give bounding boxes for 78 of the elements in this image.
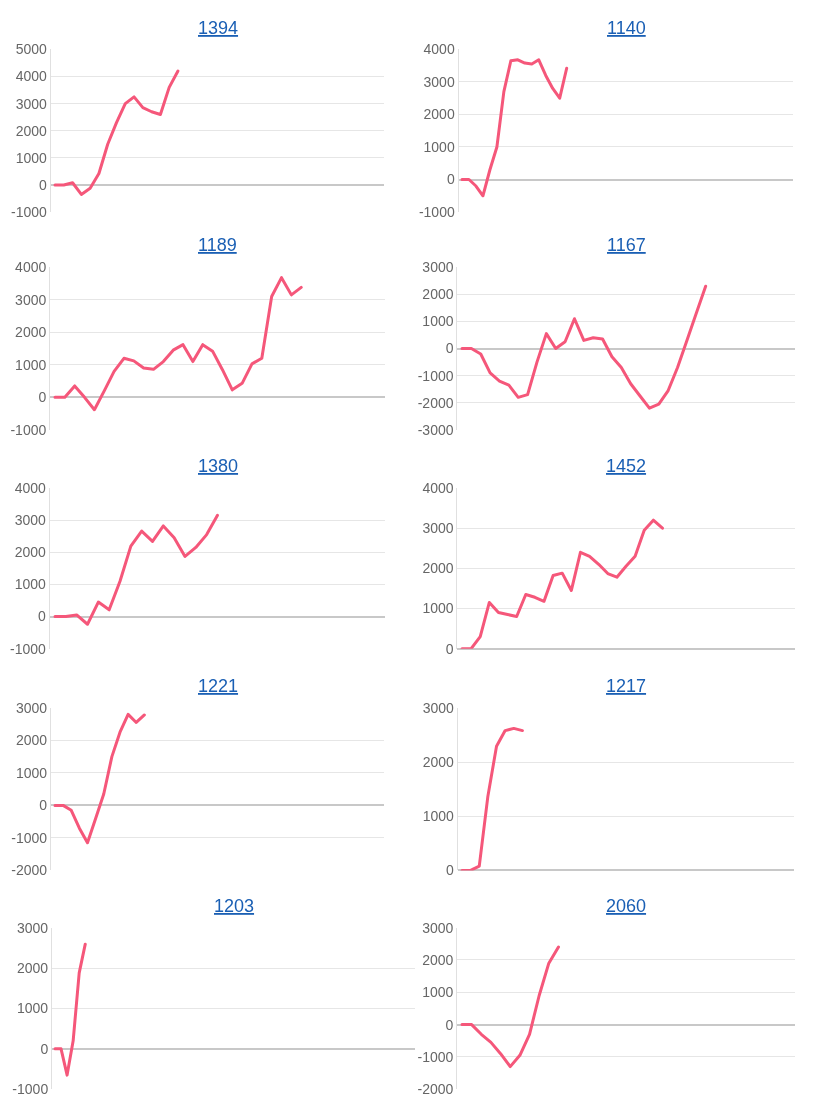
y-tick-label: 1000 [15, 149, 48, 166]
y-tick-label: 0 [39, 176, 48, 193]
y-tick-label: 0 [39, 797, 48, 814]
y-tick-label: 3000 [17, 919, 49, 936]
y-tick-label: -1000 [417, 367, 454, 384]
line-series [460, 945, 560, 1069]
line-series [460, 518, 664, 649]
y-tick-label: -1000 [12, 1081, 49, 1098]
y-tick-label: 3000 [422, 919, 454, 936]
chart-title: 1394 [198, 18, 239, 38]
chart-title: 1140 [607, 18, 646, 38]
y-tick-label: 2000 [423, 106, 455, 123]
y-tick-label: 3000 [422, 699, 455, 716]
y-tick-label: 4000 [14, 479, 46, 496]
y-tick-label: -1000 [417, 1048, 454, 1065]
line-series [53, 276, 303, 412]
line-series [460, 726, 524, 871]
y-tick-label: 3000 [422, 259, 454, 276]
line-series [53, 942, 87, 1077]
y-tick-label: 0 [445, 340, 454, 357]
chart-title: 1452 [606, 456, 647, 476]
y-tick-label: 1000 [14, 576, 46, 593]
y-tick-label: -2000 [417, 1081, 454, 1098]
chart-title: 1380 [198, 456, 239, 476]
y-tick-label: -2000 [11, 862, 48, 879]
y-tick-label: 1000 [422, 313, 454, 330]
y-tick-label: 2000 [15, 122, 48, 139]
y-tick-label: -1000 [11, 829, 48, 846]
y-tick-label: 4000 [423, 41, 455, 58]
chart-title: 1203 [214, 896, 255, 916]
y-tick-label: 1000 [17, 1000, 49, 1017]
y-tick-label: 2000 [422, 286, 454, 303]
y-tick-label: 1000 [15, 764, 48, 781]
y-tick-label: 1000 [15, 356, 47, 373]
y-tick-label: 2000 [14, 544, 46, 561]
y-tick-label: 3000 [422, 520, 454, 537]
y-tick-label: 0 [445, 1016, 454, 1033]
y-tick-label: 3000 [15, 699, 48, 716]
y-tick-label: 4000 [422, 479, 454, 496]
y-tick-label: 2000 [15, 324, 47, 341]
chart-title: 2060 [606, 896, 647, 916]
chart-title: 1167 [607, 235, 646, 255]
y-tick-label: 1000 [422, 808, 455, 825]
line-series [53, 513, 219, 626]
line-series [53, 69, 180, 196]
y-tick-label: 3000 [15, 95, 48, 112]
y-tick-label: 0 [446, 171, 455, 188]
line-series [53, 712, 146, 845]
y-tick-label: 1000 [422, 600, 454, 617]
y-tick-label: 2000 [422, 951, 454, 968]
y-tick-label: -2000 [417, 394, 454, 411]
y-tick-label: -1000 [418, 203, 455, 220]
y-tick-label: -3000 [417, 421, 454, 438]
chart-title: 1189 [198, 235, 237, 255]
y-tick-label: -1000 [9, 640, 46, 657]
y-tick-label: 5000 [15, 41, 48, 58]
y-tick-label: 3000 [14, 512, 46, 529]
y-tick-label: 4000 [15, 68, 48, 85]
y-tick-label: -1000 [11, 203, 48, 220]
y-tick-label: 3000 [15, 291, 47, 308]
y-tick-label: 0 [446, 862, 455, 879]
y-tick-label: 4000 [15, 259, 47, 276]
y-tick-label: 0 [38, 389, 47, 406]
y-tick-label: 1000 [423, 138, 455, 155]
y-tick-label: 2000 [422, 753, 455, 770]
line-series [460, 284, 708, 410]
y-tick-label: 0 [40, 1040, 49, 1057]
y-tick-label: 3000 [423, 73, 455, 90]
y-tick-label: 0 [445, 640, 454, 657]
chart-title: 1217 [606, 676, 647, 696]
y-tick-label: 1000 [422, 984, 454, 1001]
y-tick-label: 2000 [15, 732, 48, 749]
chart-title: 1221 [198, 676, 239, 696]
y-tick-label: 2000 [422, 560, 454, 577]
y-tick-label: 0 [37, 608, 46, 625]
line-series [460, 58, 569, 198]
y-tick-label: -1000 [10, 421, 47, 438]
y-tick-label: 2000 [17, 959, 49, 976]
